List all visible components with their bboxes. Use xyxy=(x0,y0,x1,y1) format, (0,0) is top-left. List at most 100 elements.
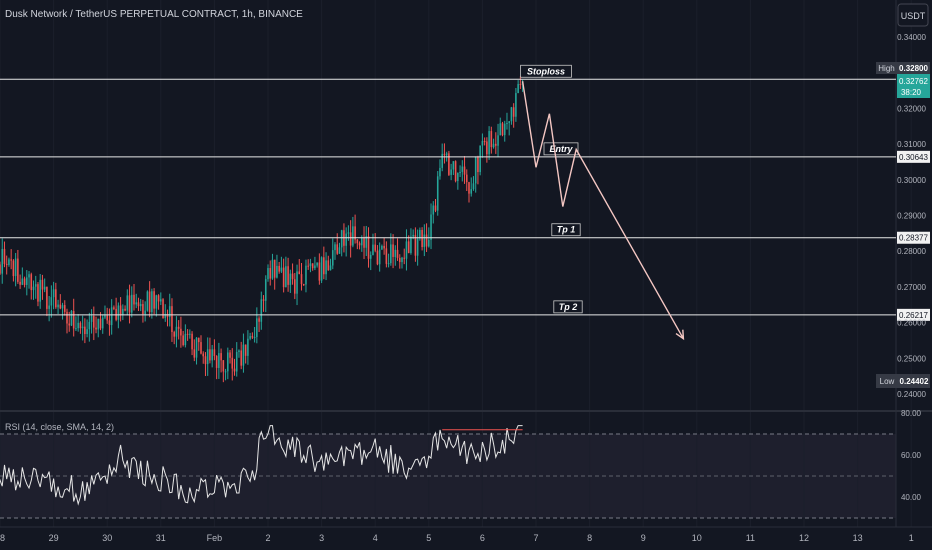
candle-body xyxy=(108,320,111,326)
candle-body xyxy=(238,350,240,353)
candle-body xyxy=(481,141,484,146)
candle-body xyxy=(381,245,383,250)
rsi-tick-label: 60.00 xyxy=(901,451,922,460)
candle-body xyxy=(26,277,28,285)
currency-button-label: USDT xyxy=(901,11,926,21)
candle-body xyxy=(492,143,495,148)
candle-body xyxy=(256,318,258,338)
time-axis[interactable]: 28 29 30 31 Feb 2 3 4 5 6 7 8 9 10 11 12 13 1 xyxy=(0,533,914,543)
time-tick-label: 5 xyxy=(426,533,431,543)
projection-polyline[interactable] xyxy=(521,81,685,340)
candle-body xyxy=(367,236,370,259)
level-label: Entry xyxy=(549,144,573,154)
candle-body xyxy=(95,327,97,330)
candle-body xyxy=(461,166,464,172)
candle-body xyxy=(340,230,343,248)
time-tick-label: 13 xyxy=(853,533,863,543)
candle-body xyxy=(137,302,140,307)
projection-path[interactable] xyxy=(521,81,685,341)
candle-body xyxy=(88,321,91,330)
candle-body xyxy=(21,278,24,285)
candle-body xyxy=(144,310,146,315)
candle-body xyxy=(124,308,126,311)
candle-body xyxy=(323,257,325,275)
candle-body xyxy=(202,353,205,357)
candle-body xyxy=(164,314,167,318)
candle-body xyxy=(70,311,73,326)
candle-body xyxy=(483,141,486,143)
candle-body xyxy=(197,337,200,343)
bar-countdown: 38:20 xyxy=(901,88,922,97)
price-tick-label: 0.28000 xyxy=(897,247,926,256)
candle-body xyxy=(457,173,459,182)
candle-body xyxy=(269,268,272,279)
candle-body xyxy=(46,286,48,309)
candle-body xyxy=(32,286,35,291)
time-tick-label: 4 xyxy=(373,533,378,543)
candle-body xyxy=(253,337,256,339)
high-badge-title: High xyxy=(878,64,894,73)
candle-body xyxy=(157,295,160,302)
level-label-box xyxy=(520,64,572,78)
candle-body xyxy=(43,286,46,290)
candle-body xyxy=(267,268,269,280)
candle-body xyxy=(316,262,318,266)
candle-body xyxy=(347,232,350,234)
candle-body xyxy=(329,265,332,271)
candle-body xyxy=(470,189,473,194)
candle-body xyxy=(352,226,354,246)
price-tick-label: 0.29000 xyxy=(897,212,926,221)
candle-body xyxy=(1,248,4,274)
candle-body xyxy=(162,299,164,318)
candle-body xyxy=(501,123,504,136)
candle-body xyxy=(334,244,336,251)
price-tick-label: 0.31000 xyxy=(897,140,926,149)
currency-button[interactable]: USDT xyxy=(897,3,929,27)
candle-body xyxy=(17,258,19,282)
time-tick-label: 11 xyxy=(746,533,755,543)
candle-body xyxy=(151,291,153,313)
candle-body xyxy=(57,304,59,308)
price-tick-label: 0.34000 xyxy=(897,33,926,42)
candle-body xyxy=(345,233,347,246)
candle-body xyxy=(309,263,312,267)
low-badge-title: Low xyxy=(880,377,895,386)
candle-body xyxy=(401,257,403,263)
candle-body xyxy=(434,205,437,211)
candle-body xyxy=(50,297,53,306)
candle-body xyxy=(19,281,21,285)
candle-body xyxy=(515,93,517,117)
candle-body xyxy=(403,257,406,259)
candle-body xyxy=(421,229,423,248)
time-tick-label: 12 xyxy=(799,533,809,543)
candle-body xyxy=(171,306,173,333)
candle-body xyxy=(282,267,285,288)
candle-body xyxy=(430,214,432,240)
candle-body xyxy=(443,153,446,156)
candle-body xyxy=(117,305,120,320)
candle-body xyxy=(278,265,280,272)
candle-body xyxy=(378,249,381,265)
time-tick-label: 31 xyxy=(156,533,166,543)
candle-body xyxy=(90,316,93,322)
candle-body xyxy=(68,323,71,326)
candle-body xyxy=(365,236,368,248)
candle-body xyxy=(37,284,39,302)
candle-body xyxy=(175,326,178,337)
candle-body xyxy=(287,266,289,285)
candle-body xyxy=(229,352,231,358)
candle-body xyxy=(459,171,461,174)
candle-body xyxy=(463,166,466,175)
time-tick-label: 7 xyxy=(533,533,538,543)
candle-body xyxy=(407,241,410,253)
rsi-axis[interactable]: 80.00 60.00 40.00 xyxy=(901,409,922,502)
candle-body xyxy=(86,329,88,335)
candle-body xyxy=(106,315,108,321)
candle-body xyxy=(200,342,202,354)
candle-body xyxy=(302,284,305,286)
candle-body xyxy=(30,274,33,291)
candle-body xyxy=(383,245,385,249)
time-tick-label: 6 xyxy=(480,533,485,543)
candle-body xyxy=(273,259,276,278)
